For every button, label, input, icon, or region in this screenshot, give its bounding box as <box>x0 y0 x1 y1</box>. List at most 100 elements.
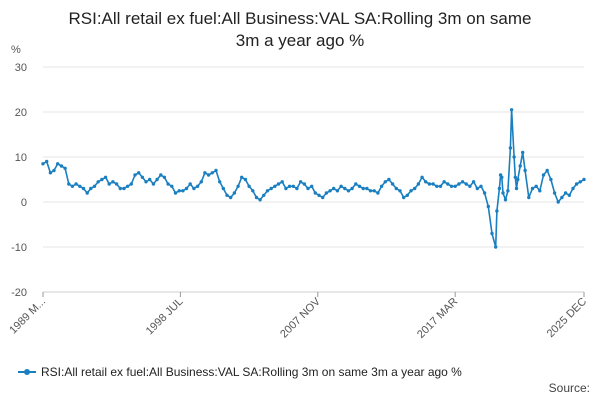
data-point <box>567 193 571 197</box>
data-point <box>317 193 321 197</box>
data-point <box>269 186 273 191</box>
y-tick-label: 20 <box>15 107 27 119</box>
data-point <box>357 184 362 188</box>
series-group <box>41 108 586 249</box>
data-point <box>405 193 409 197</box>
data-point <box>508 146 513 150</box>
data-point <box>41 162 45 166</box>
data-point <box>560 195 564 200</box>
data-point <box>192 186 196 191</box>
data-point <box>500 175 504 179</box>
data-point <box>125 184 130 188</box>
data-point <box>133 173 137 177</box>
data-point <box>460 180 465 184</box>
data-point <box>479 184 483 188</box>
data-point <box>490 231 494 236</box>
data-point <box>571 186 575 191</box>
data-point <box>262 193 266 197</box>
data-point <box>503 198 508 202</box>
data-point <box>475 186 479 191</box>
data-point <box>413 186 417 191</box>
data-point <box>140 175 145 179</box>
legend[interactable]: RSI:All retail ex fuel:All Business:VAL … <box>18 365 462 379</box>
data-point <box>530 186 535 191</box>
data-point <box>258 198 262 202</box>
y-tick-label: 0 <box>21 197 27 209</box>
x-axis-tick-labels: 1989 M... 1998 JUL 2007 NOV 2017 MAR 2025 DE… <box>7 295 589 341</box>
data-point <box>506 189 510 193</box>
data-point <box>107 182 111 186</box>
data-point <box>582 177 586 182</box>
data-point <box>446 182 450 186</box>
data-point <box>302 182 306 186</box>
legend-label: RSI:All retail ex fuel:All Business:VAL … <box>41 365 462 379</box>
data-point <box>184 186 189 191</box>
data-point <box>335 189 340 193</box>
y-axis-tick-labels: -20 -10 0 10 20 30 <box>11 62 27 299</box>
data-point <box>416 182 421 186</box>
data-point <box>89 186 93 191</box>
data-point <box>394 186 398 191</box>
data-point <box>449 184 454 188</box>
x-tick-label: 1998 JUL <box>144 296 186 338</box>
data-point <box>287 184 292 188</box>
data-point <box>273 184 277 188</box>
y-tick-label: -20 <box>11 287 27 299</box>
data-point <box>438 184 443 188</box>
data-point <box>574 182 579 186</box>
data-point <box>354 182 358 186</box>
data-point <box>486 204 490 209</box>
data-point <box>521 150 525 155</box>
data-point <box>332 186 336 191</box>
data-point <box>482 191 487 195</box>
data-point <box>339 184 343 188</box>
data-point <box>144 180 148 184</box>
data-point <box>181 189 185 193</box>
data-point <box>295 186 299 191</box>
data-point <box>409 189 413 193</box>
data-point <box>552 191 557 195</box>
data-point <box>563 191 568 195</box>
data-point <box>376 191 380 195</box>
data-point <box>48 171 53 175</box>
data-point <box>137 171 141 175</box>
data-point <box>81 186 86 191</box>
gridlines <box>42 66 585 297</box>
data-point <box>534 184 538 188</box>
data-point <box>512 155 516 159</box>
data-point <box>471 180 476 184</box>
data-point <box>420 175 424 179</box>
data-point <box>578 180 582 184</box>
y-axis-unit-label: % <box>11 44 21 56</box>
data-point <box>52 168 56 173</box>
data-point <box>243 177 248 182</box>
data-point <box>265 189 270 193</box>
data-point <box>67 182 71 186</box>
y-tick-label: 30 <box>15 62 27 74</box>
x-tick-label: 2025 DEC <box>545 296 589 340</box>
data-point <box>45 159 49 164</box>
data-point <box>383 180 387 184</box>
data-point <box>321 195 325 200</box>
data-point <box>464 182 468 186</box>
data-point <box>162 175 167 179</box>
chart-title-line-1: RSI:All retail ex fuel:All Business:VAL … <box>68 9 532 28</box>
data-point <box>435 184 439 188</box>
data-point <box>210 171 214 175</box>
data-point <box>495 209 499 213</box>
data-point <box>251 189 255 193</box>
data-point <box>556 200 560 204</box>
data-point <box>103 175 108 179</box>
data-point <box>240 175 244 179</box>
data-point <box>232 191 237 195</box>
data-point <box>516 177 520 182</box>
data-point <box>509 108 514 112</box>
data-point <box>545 168 549 173</box>
chart-title-line-2: 3m a year ago % <box>235 31 365 50</box>
data-point <box>424 180 428 184</box>
y-tick-label: -10 <box>11 242 27 254</box>
data-point <box>298 180 303 184</box>
data-point <box>390 182 395 186</box>
x-tick-label: 1989 M... <box>7 296 48 337</box>
